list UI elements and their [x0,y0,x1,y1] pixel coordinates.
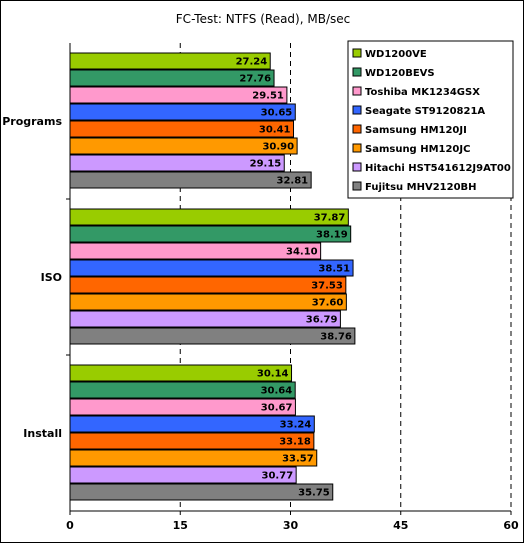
legend-item-label: WD1200VE [365,49,427,60]
bars-layer: 27.24 27.76 29.51 30.65 30.41 30.90 29.15 32.81… [69,52,356,501]
data-label: 29.15 [250,159,282,170]
data-label: 38.51 [318,264,350,275]
bar [69,225,352,243]
legend-swatch [352,48,362,58]
legend-swatch [352,124,362,134]
legend-item-label: Samsung HM120JC [365,144,470,155]
data-label: 33.24 [280,420,312,431]
x-tick-label: 15 [173,519,188,532]
x-tick-label: 0 [66,519,74,532]
legend-item-label: Seagate ST9120821A [365,106,485,117]
data-label: 34.10 [286,247,318,258]
bar [69,432,315,450]
bar [69,327,356,345]
data-label: 30.14 [257,369,289,380]
data-label: 38.19 [316,230,348,241]
legend-item-label: WD120BEVS [365,68,435,79]
legend: WD1200VE WD120BEVS Toshiba MK1234GSX Seagat… [347,40,514,199]
data-label: 27.24 [236,57,268,68]
data-label: 30.67 [261,403,293,414]
data-label: 30.41 [259,125,291,136]
legend-box [347,40,514,199]
data-label: 38.76 [320,332,352,343]
data-label: 37.60 [312,298,344,309]
legend-swatch [352,67,362,77]
bar [69,449,318,467]
x-tick-label: 60 [503,519,519,532]
data-label: 27.76 [239,74,271,85]
axis-layer: Programs ISO Install 0 15 30 45 60 [2,43,519,532]
legend-swatch [352,143,362,153]
data-label: 33.18 [279,437,311,448]
data-label: 30.77 [262,471,294,482]
legend-swatch [352,105,362,115]
data-label: 35.75 [298,488,330,499]
legend-item-label: Samsung HM120JI [365,125,467,136]
bar [69,293,347,311]
data-label: 37.53 [311,281,343,292]
bar [69,310,341,328]
bar [69,276,347,294]
bar [69,415,315,433]
legend-item-label: Toshiba MK1234GSX [365,87,480,98]
x-tick-label: 45 [393,519,408,532]
data-label: 33.57 [282,454,314,465]
legend-swatch [352,181,362,191]
bar [69,208,349,226]
legend-item-label: Fujitsu MHV2120BH [365,182,477,193]
chart-title: FC-Test: NTFS (Read), MB/sec [176,12,350,26]
bar [69,483,334,501]
legend-swatch [352,162,362,172]
data-label: 30.65 [261,108,293,119]
category-label: ISO [41,271,62,284]
data-label: 37.87 [314,213,346,224]
legend-swatch [352,86,362,96]
data-label: 30.64 [261,386,293,397]
legend-item-label: Hitachi HST541612J9AT00 [365,163,511,174]
data-label: 36.79 [306,315,338,326]
data-label: 29.51 [252,91,284,102]
data-label: 32.81 [277,176,309,187]
bar [69,259,354,277]
bar [69,171,312,189]
category-label: Programs [2,115,62,128]
data-label: 30.90 [262,142,294,153]
x-tick-label: 30 [283,519,299,532]
bar [69,242,322,260]
category-label: Install [23,427,62,440]
